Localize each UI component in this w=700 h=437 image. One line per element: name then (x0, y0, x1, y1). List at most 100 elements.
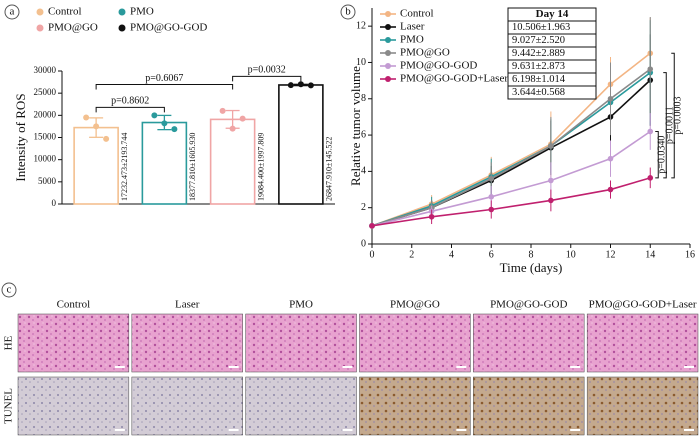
y-tick-label: 10000 (34, 154, 57, 164)
data-point (229, 125, 236, 132)
scale-bar (456, 429, 467, 431)
y-tick-label: 25000 (34, 87, 57, 97)
column-header: PMO@GO-GOD+Laser (589, 299, 697, 311)
data-point (607, 95, 614, 102)
p-value: p=0.0003 (673, 96, 684, 134)
data-point (488, 194, 495, 200)
data-point (297, 81, 304, 88)
legend-marker (36, 8, 44, 16)
column-header: PMO (289, 299, 313, 311)
value-label: 17232.473±2193.744 (120, 133, 129, 201)
micrograph (17, 313, 130, 373)
panel-letter-circle (1, 282, 17, 298)
significance-bracket (95, 84, 234, 90)
table-cell: 9.631±2.873 (512, 61, 565, 72)
column-header: Control (57, 299, 91, 311)
data-point (171, 126, 178, 133)
legend-label: PMO@GO-GOD (400, 60, 477, 72)
micrograph (245, 376, 357, 436)
data-point (219, 107, 226, 114)
significance-bracket (95, 106, 165, 113)
data-point (83, 114, 90, 121)
column-header: PMO@GO-GOD (490, 299, 567, 311)
row-label: HE (3, 335, 15, 350)
data-point (607, 186, 614, 193)
value-label: 26847.910±145.522 (325, 137, 334, 201)
series-line (371, 177, 651, 227)
bar (73, 126, 119, 205)
x-tick-label: 4 (449, 249, 454, 260)
y-axis-label: Relative tumor volume (348, 66, 363, 186)
value-label: 19084.400±1997.809 (256, 133, 265, 201)
bar (141, 121, 188, 205)
legend-label: Control (48, 6, 82, 18)
p-value: p=0.6067 (145, 73, 183, 84)
table-title: Day 14 (536, 8, 569, 20)
legend-marker (385, 11, 391, 17)
table-cell: 10.506±1.963 (512, 22, 570, 33)
y-tick-label: 6 (361, 129, 366, 140)
x-tick-label: 2 (409, 249, 414, 260)
scale-bar (114, 366, 125, 368)
scale-bar (114, 429, 125, 431)
micrograph (17, 376, 130, 436)
legend-marker (385, 76, 391, 82)
legend-label: PMO@GO-GOD (130, 22, 207, 34)
data-point (287, 82, 294, 89)
y-tick-label: 30000 (34, 65, 57, 75)
data-point (93, 123, 100, 130)
panel-letter: a (10, 6, 15, 18)
data-point (488, 175, 495, 182)
data-point (647, 128, 654, 135)
data-point (548, 143, 554, 149)
column-header: Laser (175, 299, 200, 311)
bar (209, 118, 256, 205)
legend-marker (385, 63, 391, 69)
legend-label: PMO@GO (48, 22, 98, 34)
legend-label: PMO (130, 6, 154, 18)
x-tick-label: 10 (566, 249, 576, 260)
scale-bar (570, 429, 581, 431)
data-point (369, 223, 375, 229)
y-tick-label: 5000 (38, 176, 57, 186)
data-point (307, 82, 314, 89)
scale-bar (570, 366, 581, 368)
scale-bar (228, 366, 239, 368)
y-axis-label: Intensity of ROS (13, 93, 28, 181)
x-tick-label: 6 (489, 249, 494, 260)
p-value: p=0.0032 (248, 65, 286, 76)
legend-marker (385, 37, 391, 43)
legend-label: PMO@GO-GOD+Laser (400, 73, 508, 85)
panel-letter: b (345, 6, 351, 18)
data-point (151, 112, 158, 119)
y-tick-label: 10 (356, 57, 366, 68)
panel-letter: c (7, 284, 12, 296)
bar (278, 84, 324, 205)
data-point (488, 206, 495, 213)
x-tick-label: 14 (645, 249, 655, 260)
scale-bar (684, 429, 694, 431)
table-cell: 3.644±0.568 (512, 87, 565, 98)
legend-label: Laser (400, 21, 425, 33)
y-tick-label: 2 (361, 202, 366, 213)
y-tick-label: 12 (356, 20, 366, 31)
table-cell: 6.198±1.014 (512, 74, 566, 85)
y-tick-label: 4 (361, 166, 366, 177)
scale-bar (456, 366, 467, 368)
series-line (371, 130, 651, 227)
scale-bar (342, 366, 353, 368)
significance-bracket (655, 130, 659, 179)
table-border (507, 7, 597, 100)
micrograph (359, 313, 471, 373)
legend-marker (385, 24, 391, 30)
data-point (548, 197, 554, 204)
data-point (607, 155, 614, 162)
y-tick-label: 15000 (34, 132, 57, 142)
micrograph (131, 376, 243, 436)
legend-label: PMO@GO (400, 47, 450, 59)
y-tick-label: 0 (52, 198, 57, 208)
legend-label: PMO (400, 34, 424, 46)
p-value: p=0.0340 (657, 136, 668, 174)
significance-bracket (663, 72, 667, 179)
